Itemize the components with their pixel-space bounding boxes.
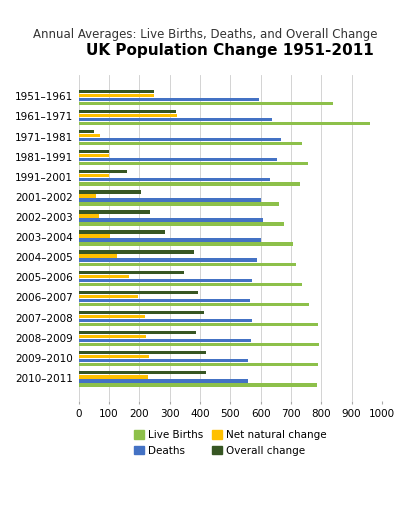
Bar	[79, 94, 153, 97]
Legend: Live Births, Deaths, Net natural change, Overall change: Live Births, Deaths, Net natural change,…	[129, 426, 330, 460]
Bar	[79, 335, 146, 338]
Bar	[79, 98, 258, 101]
Bar	[79, 263, 295, 266]
Bar	[79, 295, 137, 298]
Bar	[79, 283, 301, 286]
Bar	[79, 170, 127, 174]
Bar	[79, 270, 184, 274]
Bar	[79, 315, 144, 318]
Bar	[79, 274, 128, 278]
Bar	[79, 198, 261, 201]
Bar	[79, 243, 292, 246]
Bar	[79, 363, 317, 367]
Bar	[79, 101, 333, 105]
Bar	[79, 182, 299, 185]
Bar	[79, 110, 175, 113]
Bar	[79, 142, 301, 145]
Bar	[79, 355, 149, 358]
Text: Annual Averages: Live Births, Deaths, and Overall Change: Annual Averages: Live Births, Deaths, an…	[33, 28, 376, 41]
Bar	[79, 194, 96, 198]
Bar	[79, 174, 108, 178]
Bar	[79, 254, 117, 258]
Title: UK Population Change 1951-2011: UK Population Change 1951-2011	[86, 43, 373, 58]
Bar	[79, 383, 316, 387]
Bar	[79, 259, 257, 262]
Bar	[79, 279, 252, 282]
Bar	[79, 234, 110, 238]
Bar	[79, 118, 272, 121]
Bar	[79, 319, 252, 322]
Bar	[79, 154, 109, 158]
Bar	[79, 178, 270, 181]
Bar	[79, 202, 278, 205]
Bar	[79, 214, 99, 218]
Bar	[79, 311, 204, 314]
Bar	[79, 162, 308, 165]
Bar	[79, 343, 318, 347]
Bar	[79, 303, 308, 306]
Bar	[79, 114, 177, 117]
Bar	[79, 210, 150, 214]
Bar	[79, 238, 261, 242]
Bar	[79, 351, 205, 354]
Bar	[79, 158, 276, 161]
Bar	[79, 339, 250, 342]
Bar	[79, 90, 154, 93]
Bar	[79, 359, 247, 363]
Bar	[79, 250, 193, 254]
Bar	[79, 122, 369, 125]
Bar	[79, 379, 247, 383]
Bar	[79, 230, 164, 234]
Bar	[79, 130, 94, 133]
Bar	[79, 150, 108, 153]
Bar	[79, 222, 283, 226]
Bar	[79, 190, 141, 194]
Bar	[79, 218, 263, 221]
Bar	[79, 375, 148, 379]
Bar	[79, 138, 280, 141]
Bar	[79, 323, 317, 326]
Bar	[79, 331, 196, 334]
Bar	[79, 290, 197, 294]
Bar	[79, 371, 205, 374]
Bar	[79, 299, 249, 302]
Bar	[79, 134, 100, 138]
